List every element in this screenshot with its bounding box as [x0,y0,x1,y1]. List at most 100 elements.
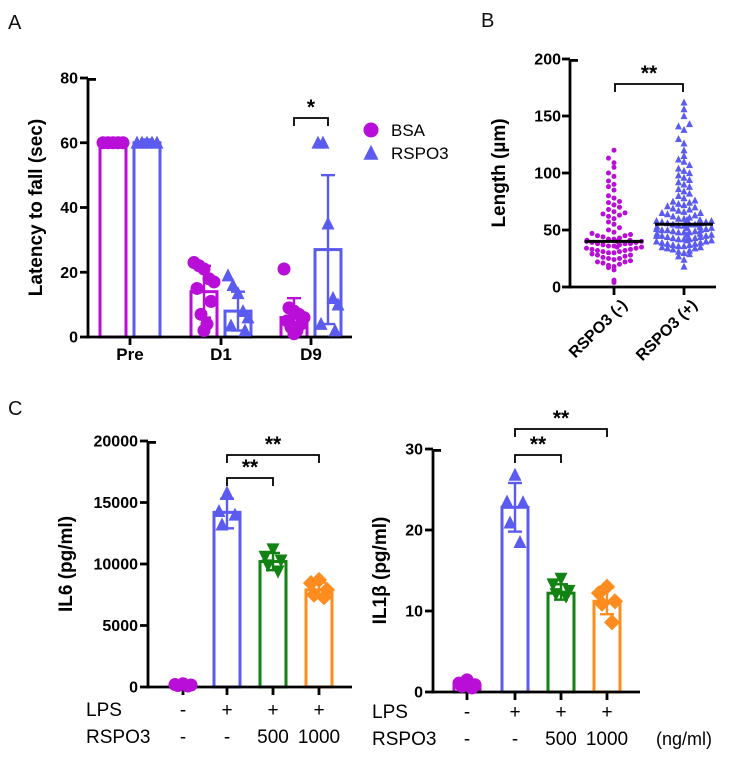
data-point [595,248,600,254]
data-point [611,173,617,179]
data-point [675,164,682,172]
data-point [606,243,611,249]
data-point [653,229,661,237]
y-tick-label: 150 [534,109,561,126]
data-point [224,318,238,332]
data-point [702,225,710,233]
y-tick-label: 20000 [94,434,139,451]
data-point [669,197,677,205]
data-point [554,572,568,586]
data-point [622,233,628,239]
data-point [653,237,660,245]
data-point [675,252,682,260]
y-tick-label: 0 [414,685,423,702]
y-tick-label: 40 [60,200,78,217]
data-point [633,245,639,251]
data-point [611,277,617,283]
data-point [606,184,611,190]
data-point [702,231,710,239]
data-point [226,278,240,292]
data-point [606,206,611,212]
significance-label: ** [641,62,658,85]
data-point [584,245,589,251]
data-point [274,554,288,568]
data-point [639,244,644,250]
data-point [686,120,693,128]
data-point [595,252,600,258]
data-point [617,235,622,241]
data-point [628,232,633,238]
x-row-value: - [464,729,470,750]
data-point [708,223,715,231]
swarm-group [584,147,644,285]
data-point [675,155,682,163]
y-tick-label: 15000 [94,495,139,512]
data-point [675,247,682,255]
data-point [277,262,291,276]
data-point [680,262,688,270]
x-row-value: 500 [545,729,577,750]
data-point [150,135,164,149]
data-point [680,228,688,236]
data-point [508,467,522,481]
y-tick-label: 20 [60,265,78,282]
data-point [686,175,693,183]
data-point [305,586,323,603]
data-point [622,253,628,259]
data-point [212,503,226,517]
data-point [465,681,479,695]
error-bar [508,481,522,533]
data-point [606,170,611,176]
data-point [686,189,693,197]
data-point [611,257,617,263]
data-point [207,275,221,289]
bars [98,138,343,339]
x-row-value: - [512,729,518,750]
data-point [328,323,342,337]
data-point [691,239,699,247]
data-point [702,237,710,245]
panel-a-label: A [8,12,22,34]
swarm-group [653,98,715,270]
data-point [606,227,611,233]
data-point [622,259,628,265]
data-point [669,234,677,242]
data-point [680,105,688,113]
x-category-label: RSPO3 (+) [633,297,701,365]
data-point [611,263,617,269]
data-point [194,307,208,321]
x-row-value: - [464,702,470,723]
y-tick-label: 10 [405,604,423,621]
data-point [680,98,688,106]
x-row-label: RSPO3 [372,729,436,750]
data-point [611,202,617,208]
data-point [258,550,272,564]
panel-c-label: C [8,398,23,420]
chart-il6: 0 5000 10000 15000 20000 IL6 (pg/ml) LPS - + + + RS… [56,433,352,748]
data-point [595,233,600,239]
data-point [686,182,693,190]
legend: BSA RSPO3 [363,121,449,163]
x-row-value: + [221,700,232,721]
significance-bracket: ** [226,433,320,463]
data-point [680,248,688,256]
data-point [675,206,682,214]
data-point [611,229,617,235]
data-point [658,209,666,217]
data-point [658,226,666,234]
y-tick-label: 30 [405,442,423,459]
y-tick-label: 200 [534,52,561,69]
bars [168,497,334,689]
y-axis-title: IL6 (pg/ml) [56,516,77,612]
x-category-label: Pre [116,345,143,364]
data-point [680,180,688,188]
data-point [617,242,622,248]
data-point [606,155,611,161]
data-point [686,169,693,177]
data-point [658,238,666,246]
x-row-value: + [509,702,520,723]
data-point [546,578,560,592]
y-tick-label: 5000 [102,618,138,635]
significance-bracket: ** [614,62,684,92]
data-point [664,244,671,252]
